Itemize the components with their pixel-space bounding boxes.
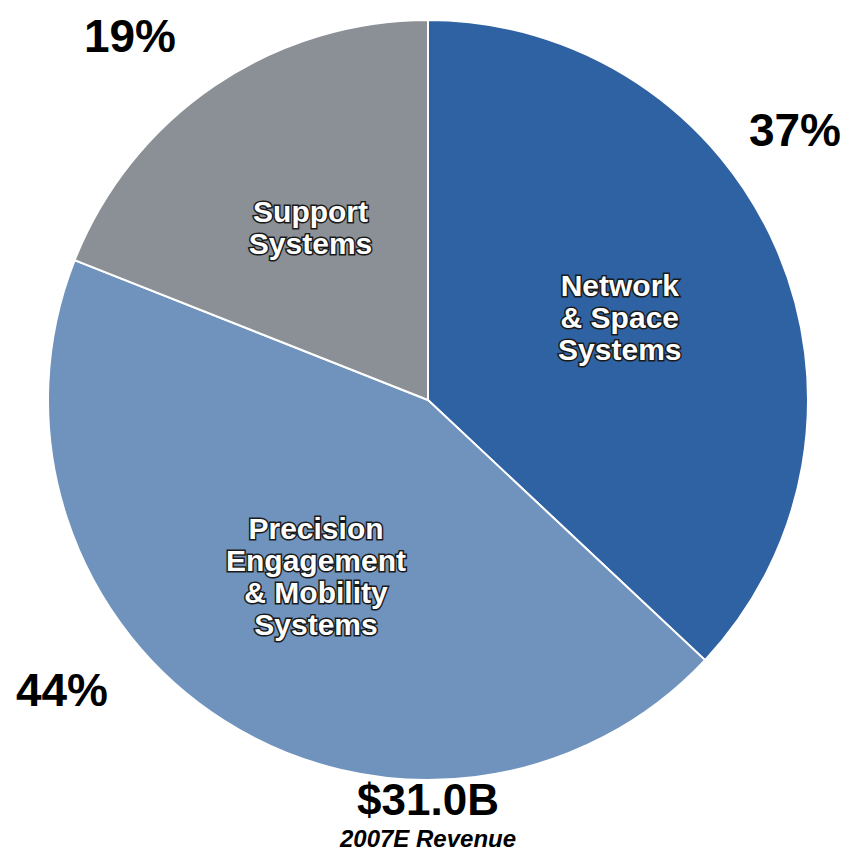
title: $31.0B — [357, 775, 499, 824]
pie: Network& SpaceSystems PrecisionEngagement… — [48, 20, 808, 780]
slice-label: Network& SpaceSystems — [558, 268, 681, 365]
slice-label: PrecisionEngagement& MobilitySystems — [226, 512, 406, 641]
data-label: 37% — [749, 104, 841, 156]
subtitle: 2007E Revenue — [339, 825, 516, 852]
slice — [75, 20, 428, 400]
data-label: 44% — [16, 664, 108, 716]
chart: Network& SpaceSystems PrecisionEngagement… — [0, 0, 857, 856]
data-label: 19% — [84, 10, 176, 62]
slice-label: SupportSystems — [249, 195, 372, 260]
